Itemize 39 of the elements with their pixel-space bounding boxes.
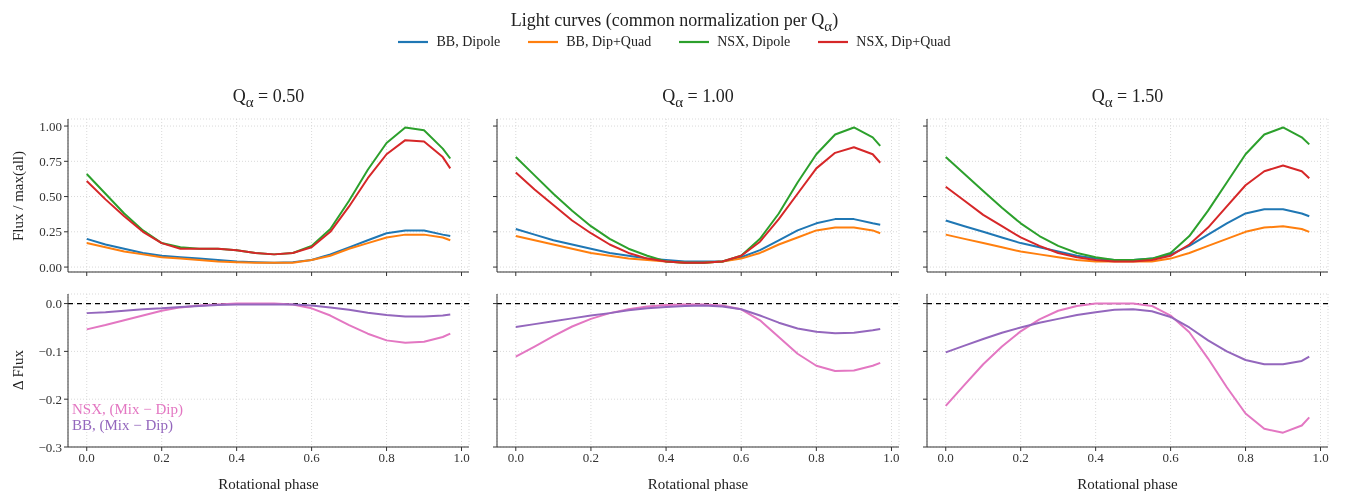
y-tick-label: 0.00 <box>39 259 62 275</box>
x-tick-label: 0.4 <box>1087 450 1105 466</box>
text: NSX, (Mix − Dip) <box>72 401 183 417</box>
x-tick-label: 1.0 <box>1312 450 1329 466</box>
legend-label: NSX, Dip+Quad <box>856 34 951 50</box>
x-tick-label: 0.2 <box>153 450 170 466</box>
y-tick-label: 0.0 <box>45 296 62 312</box>
x-tick-label: 0.6 <box>733 450 750 466</box>
chart-title: Q$_{α}$ = 0.50 <box>231 86 306 111</box>
x-tick-label: 1.0 <box>883 450 900 466</box>
legend-label: NSX, Dipole <box>717 34 791 50</box>
chart-subtitle: Q$_{α}$ = 1.00 <box>661 86 735 111</box>
chart-title: Q$_{α}$ = 1.50 <box>1090 86 1165 111</box>
x-tick-label: 0.0 <box>78 450 95 466</box>
x-tick-label: 0.0 <box>937 450 954 466</box>
x-tick-label: 0.6 <box>1162 450 1180 466</box>
y-tick-label: −0.1 <box>38 343 62 359</box>
y-axis-title: Δ Flux <box>10 350 27 391</box>
chart-title: Light curves (common normalization per Q$_{α}$) <box>509 10 840 35</box>
x-tick-label: 1.0 <box>453 450 470 466</box>
text: BB, (Mix − Dip) <box>72 417 174 433</box>
y-axis-title: Flux / max(all) <box>10 150 27 241</box>
legend-label: BB, Dip+Quad <box>566 34 652 50</box>
x-tick-label: 0.0 <box>507 450 524 466</box>
y-tick-label: 1.00 <box>39 118 62 134</box>
x-tick-label: 0.4 <box>657 450 675 466</box>
y-tick-label: 0.25 <box>39 224 62 240</box>
x-tick-label: 0.8 <box>1237 450 1254 466</box>
x-tick-label: 0.2 <box>582 450 600 466</box>
x-tick-label: 0.8 <box>378 450 395 466</box>
y-tick-label: 0.75 <box>39 153 62 169</box>
y-tick-label: −0.2 <box>38 391 62 407</box>
x-tick-label: 0.8 <box>808 450 825 466</box>
x-tick-label: 0.6 <box>303 450 321 466</box>
y-tick-label: 0.50 <box>39 189 62 205</box>
x-tick-label: 0.2 <box>1012 450 1029 466</box>
legend-label: BB, Dipole <box>436 34 501 50</box>
x-tick-label: 0.4 <box>228 450 246 466</box>
y-tick-label: −0.3 <box>38 439 62 455</box>
